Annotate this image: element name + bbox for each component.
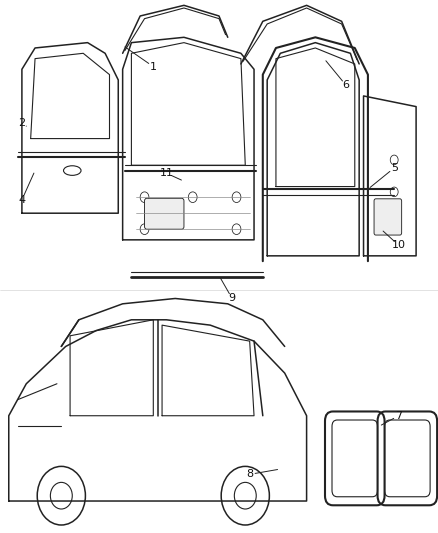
Text: 7: 7 [395,411,402,421]
Text: 9: 9 [229,294,236,303]
Text: 11: 11 [159,168,173,178]
Text: 6: 6 [343,80,350,90]
Text: 2: 2 [18,118,25,127]
Text: 5: 5 [391,163,398,173]
Text: 4: 4 [18,195,25,205]
Text: 10: 10 [392,240,406,250]
FancyBboxPatch shape [374,199,402,235]
FancyBboxPatch shape [145,198,184,229]
Text: 1: 1 [150,62,157,71]
Text: 8: 8 [246,470,253,479]
